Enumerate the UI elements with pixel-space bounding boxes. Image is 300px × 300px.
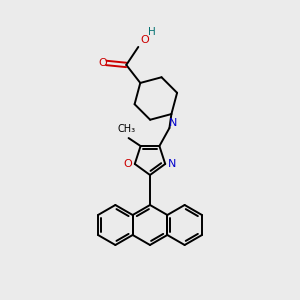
Text: N: N — [169, 118, 178, 128]
Text: H: H — [148, 27, 156, 37]
Text: O: O — [140, 35, 149, 45]
Text: N: N — [168, 159, 177, 169]
Text: O: O — [98, 58, 107, 68]
Text: CH₃: CH₃ — [118, 124, 136, 134]
Text: O: O — [123, 159, 132, 169]
